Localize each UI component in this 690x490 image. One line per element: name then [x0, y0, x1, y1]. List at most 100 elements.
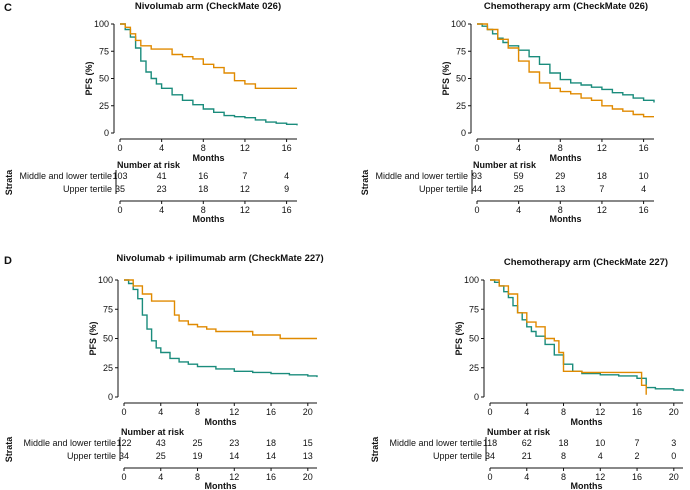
number-at-risk-header: Number at risk — [487, 427, 551, 437]
x-tick-label: 16 — [632, 407, 642, 417]
strata-label: Strata — [4, 436, 14, 463]
risk-count: 118 — [483, 438, 497, 448]
risk-x-tick-label: 20 — [303, 472, 313, 482]
risk-x-tick-label: 0 — [121, 472, 126, 482]
risk-row-label: Upper tertile — [67, 451, 116, 461]
y-tick-label: 75 — [99, 46, 109, 56]
km-curve-upper — [490, 279, 647, 395]
risk-x-tick-label: 16 — [639, 205, 649, 215]
y-tick-label: 50 — [99, 74, 109, 84]
y-tick-label: 75 — [456, 46, 466, 56]
risk-x-axis-label: Months — [205, 481, 237, 490]
km-panel-2: Chemotherapy arm (CheckMate 026) 0 25 50 75 1… — [360, 1, 655, 224]
risk-count: 9 — [284, 184, 289, 194]
risk-count: 44 — [472, 184, 482, 194]
risk-count: 3 — [671, 438, 676, 448]
risk-x-tick-label: 12 — [597, 205, 607, 215]
x-tick-label: 4 — [158, 407, 163, 417]
km-curve-upper — [477, 23, 654, 118]
risk-x-tick-label: 4 — [524, 472, 529, 482]
chart-title: Chemotherapy arm (CheckMate 026) — [484, 1, 648, 12]
risk-count: 18 — [559, 438, 569, 448]
risk-x-tick-label: 16 — [632, 472, 642, 482]
x-tick-label: 12 — [597, 143, 607, 153]
risk-x-tick-label: 4 — [158, 472, 163, 482]
risk-count: 103 — [112, 171, 127, 181]
risk-x-tick-label: 0 — [487, 472, 492, 482]
y-tick-label: 75 — [103, 304, 113, 314]
y-tick-label: 0 — [104, 128, 109, 138]
number-at-risk-header: Number at risk — [121, 427, 185, 437]
km-curve-middle-lower — [124, 279, 318, 378]
y-tick-label: 50 — [469, 334, 479, 344]
risk-count: 25 — [156, 451, 166, 461]
y-tick-label: 25 — [469, 363, 479, 373]
risk-x-axis-label: Months — [193, 214, 225, 224]
y-axis-label: PFS (%) — [88, 321, 98, 355]
y-tick-label: 100 — [451, 19, 466, 29]
risk-x-axis-label: Months — [571, 481, 603, 490]
km-curve-middle-lower — [477, 23, 655, 103]
risk-x-tick-label: 12 — [595, 472, 605, 482]
x-tick-label: 0 — [117, 143, 122, 153]
x-tick-label: 16 — [639, 143, 649, 153]
risk-count: 29 — [555, 171, 565, 181]
risk-count: 2 — [635, 451, 640, 461]
risk-row-label: Upper tertile — [433, 451, 482, 461]
risk-x-tick-label: 16 — [266, 472, 276, 482]
risk-count: 25 — [514, 184, 524, 194]
risk-count: 41 — [157, 171, 167, 181]
risk-row-label: Middle and lower tertile — [375, 171, 468, 181]
km-panel-3: Nivolumab + ipilimumab arm (CheckMate 22… — [4, 253, 324, 490]
risk-x-tick-label: 8 — [195, 472, 200, 482]
risk-count: 8 — [561, 451, 566, 461]
risk-count: 18 — [198, 184, 208, 194]
x-tick-label: 0 — [487, 407, 492, 417]
y-axis-label: PFS (%) — [454, 321, 464, 355]
risk-count: 0 — [671, 451, 676, 461]
x-axis-label: Months — [571, 417, 603, 427]
y-tick-label: 25 — [99, 101, 109, 111]
x-axis-label: Months — [205, 417, 237, 427]
y-tick-label: 25 — [103, 363, 113, 373]
y-tick-label: 50 — [456, 74, 466, 84]
risk-count: 34 — [485, 451, 495, 461]
y-tick-label: 50 — [103, 334, 113, 344]
risk-count: 13 — [555, 184, 565, 194]
risk-x-tick-label: 8 — [558, 205, 563, 215]
risk-x-tick-label: 4 — [516, 205, 521, 215]
strata-label: Strata — [4, 169, 14, 196]
km-curve-middle-lower — [120, 23, 298, 126]
risk-count: 18 — [266, 438, 276, 448]
risk-count: 7 — [635, 438, 640, 448]
y-tick-label: 100 — [98, 275, 113, 285]
y-tick-label: 100 — [94, 19, 109, 29]
y-tick-label: 0 — [461, 128, 466, 138]
x-tick-label: 4 — [516, 143, 521, 153]
x-tick-label: 16 — [266, 407, 276, 417]
risk-count: 14 — [266, 451, 276, 461]
risk-count: 23 — [229, 438, 239, 448]
risk-row-label: Middle and lower tertile — [389, 438, 482, 448]
risk-row-label: Upper tertile — [419, 184, 468, 194]
x-tick-label: 12 — [240, 143, 250, 153]
risk-count: 4 — [284, 171, 289, 181]
risk-count: 21 — [522, 451, 532, 461]
panel-label-c: C — [4, 2, 12, 14]
risk-x-tick-label: 8 — [561, 472, 566, 482]
risk-count: 14 — [229, 451, 239, 461]
y-axis-label: PFS (%) — [441, 61, 451, 95]
risk-x-tick-label: 12 — [229, 472, 239, 482]
risk-x-tick-label: 0 — [474, 205, 479, 215]
strata-label: Strata — [360, 169, 370, 196]
x-tick-label: 20 — [303, 407, 313, 417]
number-at-risk-header: Number at risk — [117, 160, 181, 170]
risk-count: 23 — [157, 184, 167, 194]
km-panel-4: Chemotherapy arm (CheckMate 227) 0 25 50 75 1… — [370, 257, 684, 490]
chart-title: Chemotherapy arm (CheckMate 227) — [504, 257, 668, 268]
x-tick-label: 16 — [282, 143, 292, 153]
risk-x-tick-label: 16 — [282, 205, 292, 215]
risk-count: 4 — [598, 451, 603, 461]
y-tick-label: 100 — [464, 275, 479, 285]
km-panel-1: Nivolumab arm (CheckMate 026) 0 25 50 75 100 P… — [4, 1, 298, 224]
